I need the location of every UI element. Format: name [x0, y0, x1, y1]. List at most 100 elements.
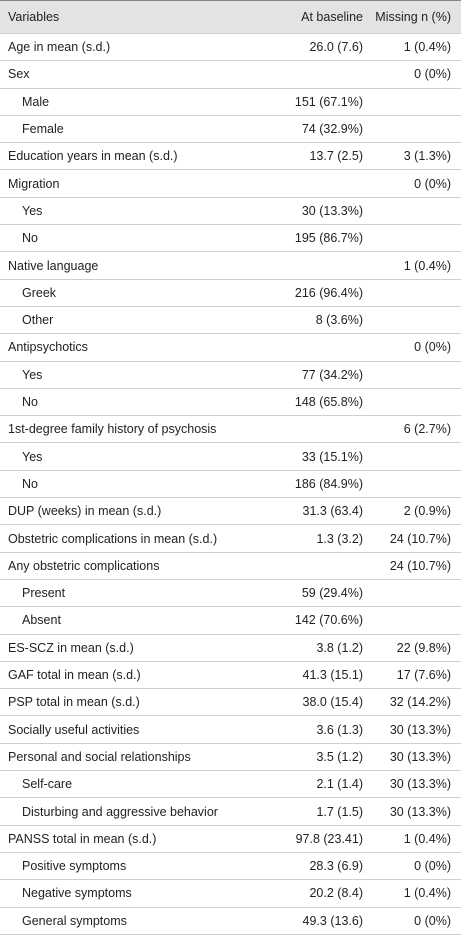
missing-cell: 30 (13.3%) — [389, 722, 451, 737]
table-row: Native language 1 (0.4%) — [0, 252, 461, 280]
variable-cell: Antipsychotics — [8, 340, 88, 355]
variable-cell: Present — [22, 586, 66, 601]
baseline-cell: 195 (86.7%) — [294, 231, 363, 246]
table-row: Positive symptoms 28.3 (6.9) 0 (0%) — [0, 853, 461, 881]
variable-cell: Absent — [22, 613, 61, 628]
table-row: Yes 33 (15.1%) — [0, 444, 461, 471]
missing-cell: 24 (10.7%) — [389, 558, 451, 573]
variable-cell: General symptoms — [22, 913, 127, 928]
table-row: Personal and social relationships 3.5 (1.… — [0, 744, 461, 772]
variable-cell: GAF total in mean (s.d.) — [8, 668, 141, 683]
variable-cell: Native language — [8, 258, 99, 273]
baseline-cell: 26.0 (7.6) — [309, 40, 363, 55]
variable-cell: No — [22, 231, 38, 246]
missing-cell: 24 (10.7%) — [389, 531, 451, 546]
table-row: Obstetric complications in mean (s.d.) 1.… — [0, 525, 461, 553]
table-row: Self-care 2.1 (1.4) 30 (13.3%) — [0, 771, 461, 799]
table-row: Yes 77 (34.2%) — [0, 362, 461, 389]
variable-cell: Age in mean (s.d.) — [8, 40, 111, 55]
table-row: Yes 30 (13.3%) — [0, 198, 461, 226]
missing-cell: 30 (13.3%) — [389, 804, 451, 819]
table-row: ES-SCZ in mean (s.d.) 3.8 (1.2) 22 (9.8%) — [0, 635, 461, 662]
baseline-cell: 28.3 (6.9) — [309, 859, 363, 874]
baseline-cell: 59 (29.4%) — [301, 586, 363, 601]
header-cell: Missing n (%) — [375, 10, 451, 24]
table-row: Other 8 (3.6%) — [0, 307, 461, 335]
baseline-cell: 151 (67.1%) — [294, 94, 363, 109]
variable-cell: Any obstetric complications — [8, 558, 160, 573]
table-row: Greek 216 (96.4%) — [0, 280, 461, 307]
table-row: Absent 142 (70.6%) — [0, 607, 461, 635]
baseline-cell: 77 (34.2%) — [301, 367, 363, 382]
baseline-cell: 13.7 (2.5) — [309, 149, 363, 164]
table-row: No 195 (86.7%) — [0, 225, 461, 253]
baseline-cell: 142 (70.6%) — [294, 613, 363, 628]
baseline-cell: 8 (3.6%) — [315, 313, 363, 328]
table-row: Present 59 (29.4%) — [0, 580, 461, 608]
variable-cell: Sex — [8, 67, 30, 82]
variable-cell: Education years in mean (s.d.) — [8, 149, 178, 164]
baseline-cell: 20.2 (8.4) — [309, 886, 363, 901]
variable-cell: Positive symptoms — [22, 859, 127, 874]
variable-cell: DUP (weeks) in mean (s.d.) — [8, 504, 162, 519]
variable-cell: No — [22, 476, 38, 491]
table-row: PANSS total in mean (s.d.) 97.8 (23.41) 1 … — [0, 826, 461, 853]
missing-cell: 0 (0%) — [414, 913, 451, 928]
table-row: No 186 (84.9%) — [0, 471, 461, 499]
variable-cell: Disturbing and aggressive behavior — [22, 804, 218, 819]
baseline-cell: 216 (96.4%) — [294, 285, 363, 300]
baseline-cell: 74 (32.9%) — [301, 122, 363, 137]
missing-cell: 0 (0%) — [414, 67, 451, 82]
table-row: Any obstetric complications 24 (10.7%) — [0, 553, 461, 580]
table-row: Age in mean (s.d.) 26.0 (7.6) 1 (0.4%) — [0, 34, 461, 62]
missing-cell: 1 (0.4%) — [403, 831, 451, 846]
variable-cell: Personal and social relationships — [8, 749, 191, 764]
table-row: Negative symptoms 20.2 (8.4) 1 (0.4%) — [0, 880, 461, 908]
missing-cell: 17 (7.6%) — [396, 668, 451, 683]
baseline-cell: 148 (65.8%) — [294, 395, 363, 410]
baseline-cell: 31.3 (63.4) — [302, 504, 363, 519]
baseline-cell: 3.6 (1.3) — [316, 722, 363, 737]
table-row: Male 151 (67.1%) — [0, 89, 461, 116]
baseline-cell: 97.8 (23.41) — [295, 831, 363, 846]
table-row: Socially useful activities 3.6 (1.3) 30 (1… — [0, 717, 461, 744]
variable-cell: Yes — [22, 367, 43, 382]
variable-cell: No — [22, 395, 38, 410]
missing-cell: 30 (13.3%) — [389, 777, 451, 792]
variable-cell: 1st-degree family history of psychosis — [8, 422, 217, 437]
missing-cell: 6 (2.7%) — [403, 422, 451, 437]
table-row: Disturbing and aggressive behavior 1.7 (1… — [0, 798, 461, 826]
variable-cell: ES-SCZ in mean (s.d.) — [8, 640, 134, 655]
table-row: Sex 0 (0%) — [0, 61, 461, 89]
header-row: Variables At baseline Missing n (%) — [0, 0, 461, 34]
baseline-cell: 33 (15.1%) — [301, 449, 363, 464]
baseline-cell: 3.5 (1.2) — [316, 749, 363, 764]
missing-cell: 1 (0.4%) — [403, 258, 451, 273]
table-row: GAF total in mean (s.d.) 41.3 (15.1) 17 (7… — [0, 662, 461, 690]
missing-cell: 0 (0%) — [414, 340, 451, 355]
variable-cell: Self-care — [22, 777, 73, 792]
header-cell: Variables — [8, 10, 60, 24]
variable-cell: Migration — [8, 176, 60, 191]
variable-cell: Yes — [22, 203, 43, 218]
table-row: No 148 (65.8%) — [0, 389, 461, 417]
variable-cell: Obstetric complications in mean (s.d.) — [8, 531, 218, 546]
missing-cell: 1 (0.4%) — [403, 40, 451, 55]
missing-cell: 0 (0%) — [414, 859, 451, 874]
table-row: Education years in mean (s.d.) 13.7 (2.5)… — [0, 143, 461, 171]
variable-cell: Female — [22, 122, 64, 137]
variable-cell: Greek — [22, 285, 57, 300]
variable-cell: Yes — [22, 449, 43, 464]
missing-cell: 30 (13.3%) — [389, 749, 451, 764]
baseline-cell: 49.3 (13.6) — [302, 913, 363, 928]
variable-cell: PANSS total in mean (s.d.) — [8, 831, 157, 846]
missing-cell: 22 (9.8%) — [396, 640, 451, 655]
baseline-cell: 186 (84.9%) — [294, 476, 363, 491]
baseline-cell: 1.3 (3.2) — [316, 531, 363, 546]
table-row: DUP (weeks) in mean (s.d.) 31.3 (63.4) 2 (… — [0, 498, 461, 526]
table-row: 1st-degree family history of psychosis 6 … — [0, 416, 461, 444]
variable-cell: Other — [22, 313, 54, 328]
header-cell: At baseline — [301, 10, 363, 24]
variable-cell: Negative symptoms — [22, 886, 132, 901]
